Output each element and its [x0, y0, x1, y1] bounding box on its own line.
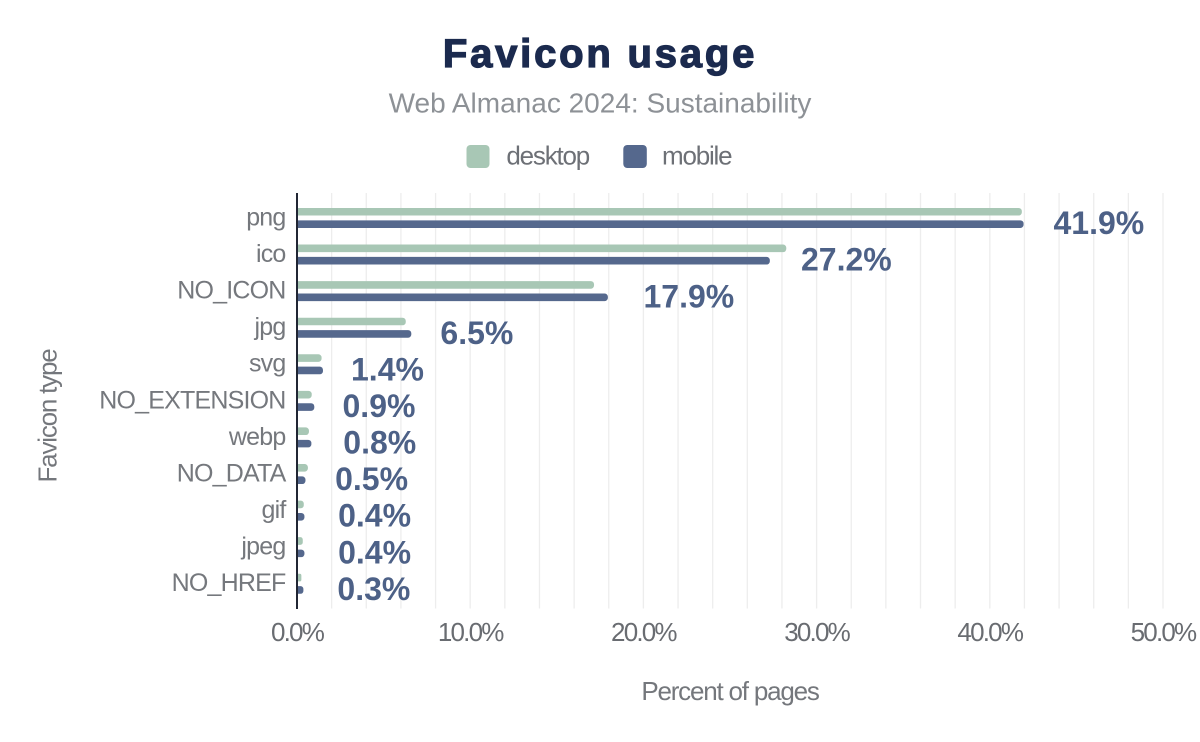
svg-text:50.0%: 50.0% [1131, 617, 1197, 647]
svg-text:Web Almanac 2024: Sustainabili: Web Almanac 2024: Sustainability [389, 88, 812, 119]
svg-text:ico: ico [256, 240, 286, 268]
svg-text:png: png [246, 203, 285, 231]
svg-text:0.5%: 0.5% [335, 461, 408, 497]
svg-text:0.4%: 0.4% [338, 498, 411, 534]
svg-text:0.9%: 0.9% [343, 388, 416, 424]
svg-text:NO_HREF: NO_HREF [172, 569, 286, 597]
svg-text:20.0%: 20.0% [611, 617, 677, 647]
svg-text:10.0%: 10.0% [438, 617, 504, 647]
svg-text:0.8%: 0.8% [343, 425, 416, 461]
svg-text:1.4%: 1.4% [351, 351, 424, 387]
svg-text:Percent of pages: Percent of pages [641, 676, 820, 706]
svg-text:jpeg: jpeg [240, 533, 285, 561]
svg-text:webp: webp [228, 423, 286, 451]
svg-text:0.4%: 0.4% [338, 534, 411, 570]
svg-text:27.2%: 27.2% [801, 242, 892, 278]
svg-text:mobile: mobile [662, 140, 732, 170]
svg-text:0.0%: 0.0% [271, 617, 325, 647]
svg-text:NO_ICON: NO_ICON [177, 277, 285, 305]
svg-text:0.3%: 0.3% [337, 571, 410, 607]
svg-text:17.9%: 17.9% [644, 278, 735, 314]
svg-text:gif: gif [261, 496, 286, 524]
svg-text:6.5%: 6.5% [440, 315, 513, 351]
svg-text:Favicon usage: Favicon usage [443, 32, 757, 76]
svg-text:NO_DATA: NO_DATA [177, 460, 287, 488]
svg-text:NO_EXTENSION: NO_EXTENSION [99, 386, 285, 414]
svg-text:41.9%: 41.9% [1054, 205, 1145, 241]
svg-text:jpg: jpg [254, 313, 286, 341]
svg-text:Favicon type: Favicon type [33, 349, 63, 483]
svg-text:30.0%: 30.0% [784, 617, 850, 647]
svg-text:desktop: desktop [506, 140, 589, 170]
svg-text:40.0%: 40.0% [957, 617, 1023, 647]
svg-text:svg: svg [249, 350, 286, 378]
